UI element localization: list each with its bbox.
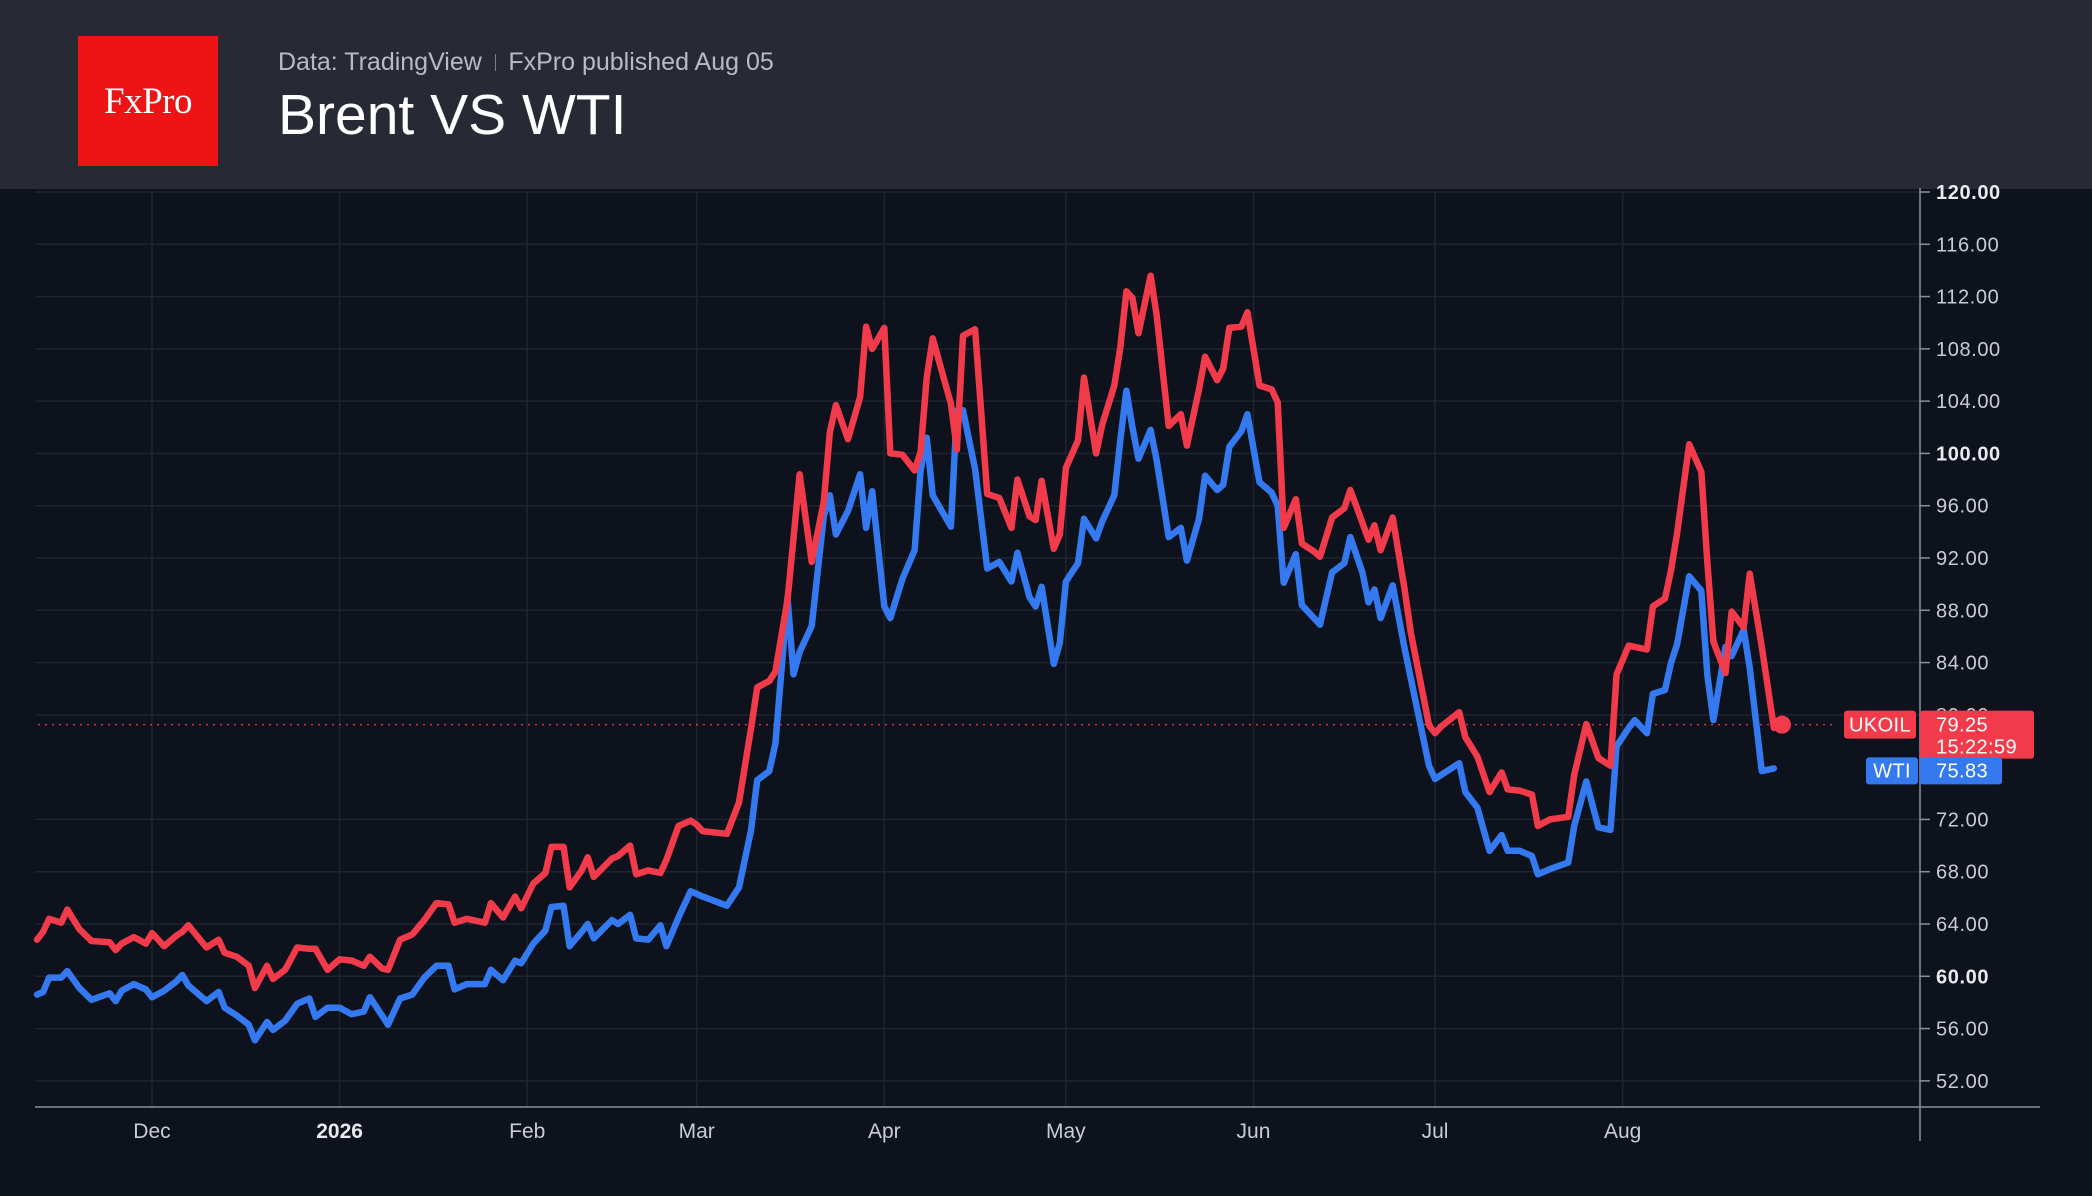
ukoil-price-label: 79.25 — [1936, 715, 1988, 737]
published-label: FxPro published Aug 05 — [508, 48, 774, 76]
x-tick-label: Mar — [679, 1120, 715, 1143]
data-source-label: Data: TradingView — [278, 48, 482, 76]
chart-axes — [35, 188, 2040, 1141]
x-axis-ticks: Dec 2026 Feb Mar Apr May Jun Jul Aug — [133, 1120, 1641, 1143]
x-tick-label: Apr — [868, 1120, 901, 1143]
subtitle-separator — [494, 54, 497, 71]
wti-name-label: WTI — [1873, 760, 1911, 782]
wti-name-tag — [1866, 757, 1918, 785]
y-tick-label: 88.00 — [1936, 600, 1989, 622]
ukoil-name-label: UKOIL — [1849, 715, 1911, 737]
series-line-ukoil — [33, 272, 1784, 992]
ukoil-price-tag — [1920, 710, 2034, 759]
wti-price-label: 75.83 — [1936, 760, 1988, 782]
series-lines — [33, 272, 1784, 1044]
y-tick-label: 84.00 — [1936, 653, 1989, 675]
ukoil-countdown-label: 15:22:59 — [1936, 737, 2017, 759]
y-tick-label: 60.00 — [1936, 966, 1989, 988]
ukoil-name-tag — [1844, 710, 1916, 739]
y-tick-label: 104.00 — [1936, 391, 2001, 413]
y-tick-label: 56.00 — [1936, 1019, 1989, 1041]
y-tick-label: 108.00 — [1936, 339, 2001, 361]
y-axis-ticks: 120.00 116.00 112.00 108.00 104.00 100.00 96.0… — [1936, 182, 2001, 1093]
y-tick-label: 120.00 — [1936, 182, 2001, 204]
wti-price-tag — [1920, 757, 2002, 785]
chart-header: FxPro Data: TradingView FxPro published … — [0, 0, 2092, 189]
x-tick-label: Feb — [509, 1120, 545, 1143]
y-tick-label: 72.00 — [1936, 809, 1989, 831]
y-tick-label: 64.00 — [1936, 914, 1989, 936]
y-tick-label: 116.00 — [1936, 234, 1999, 256]
x-tick-label: Aug — [1604, 1120, 1641, 1143]
y-tick-label: 52.00 — [1936, 1071, 1989, 1093]
y-tick-label: 112.00 — [1936, 287, 1999, 309]
last-price-dot — [1773, 715, 1791, 734]
fxpro-logo: FxPro — [78, 36, 218, 166]
y-tick-label: 92.00 — [1936, 548, 1989, 570]
x-tick-label: 2026 — [316, 1120, 363, 1143]
logo-text: FxPro — [104, 80, 192, 122]
x-tick-label: Jun — [1237, 1120, 1271, 1143]
y-tick-label: 68.00 — [1936, 862, 1989, 884]
series-line-wti — [33, 387, 1778, 1044]
chart-title: Brent VS WTI — [278, 83, 627, 147]
x-tick-label: Dec — [133, 1120, 170, 1143]
chart-subtitle: Data: TradingView FxPro published Aug 05 — [278, 48, 774, 77]
y-tick-label: 100.00 — [1936, 443, 2001, 465]
y-tick-label: 96.00 — [1936, 496, 1989, 518]
x-tick-label: Jul — [1422, 1120, 1449, 1143]
x-tick-label: May — [1046, 1120, 1086, 1143]
